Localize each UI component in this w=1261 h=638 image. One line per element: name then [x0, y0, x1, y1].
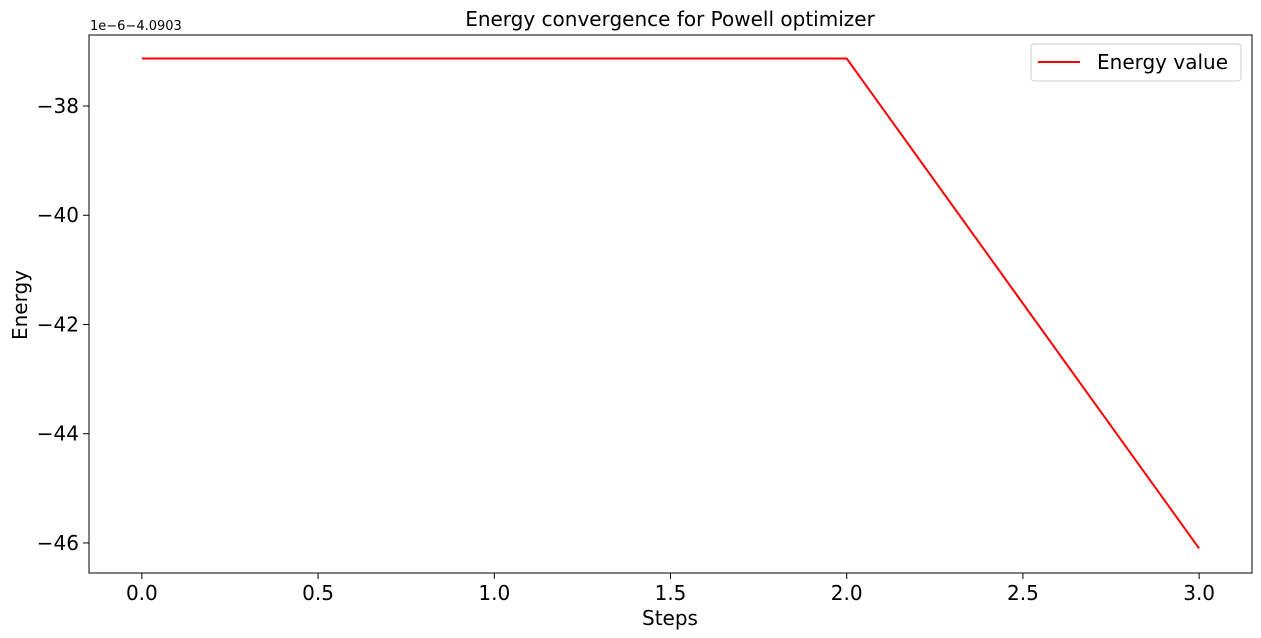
chart-title: Energy convergence for Powell optimizer [465, 7, 875, 31]
legend: Energy value [1030, 43, 1242, 82]
series-line-energy-value [141, 57, 1200, 549]
legend-box [1030, 43, 1242, 82]
legend-label: Energy value [1097, 50, 1228, 74]
y-axis-label: Energy [8, 270, 32, 340]
plot-area [88, 34, 1253, 574]
series-layer [141, 57, 1200, 549]
x-tick-label: 3.0 [1183, 581, 1215, 605]
x-axis-ticks: 0.0 0.5 1.0 1.5 2.0 2.5 3.0 [126, 573, 1215, 605]
x-axis-label: Steps [642, 606, 698, 630]
x-tick-label: 1.0 [478, 581, 510, 605]
x-tick-label: 1.5 [655, 581, 687, 605]
x-tick-label: 0.5 [302, 581, 334, 605]
x-tick-label: 0.0 [126, 581, 158, 605]
x-tick-label: 2.0 [831, 581, 863, 605]
y-axis-ticks: −38 −40 −42 −44 −46 [37, 94, 89, 555]
x-tick-label: 2.5 [1007, 581, 1039, 605]
y-tick-label: −44 [37, 422, 79, 446]
y-tick-label: −46 [37, 531, 79, 555]
y-tick-label: −38 [37, 94, 79, 118]
y-tick-label: −42 [37, 312, 79, 336]
y-offset-label: 1e−6−4.0903 [90, 19, 182, 34]
axes-frame [88, 34, 1253, 574]
y-tick-label: −40 [37, 203, 79, 227]
